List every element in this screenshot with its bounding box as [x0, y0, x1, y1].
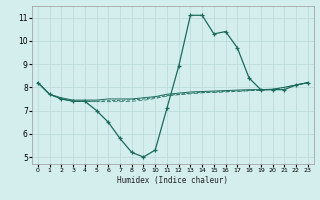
- X-axis label: Humidex (Indice chaleur): Humidex (Indice chaleur): [117, 176, 228, 185]
